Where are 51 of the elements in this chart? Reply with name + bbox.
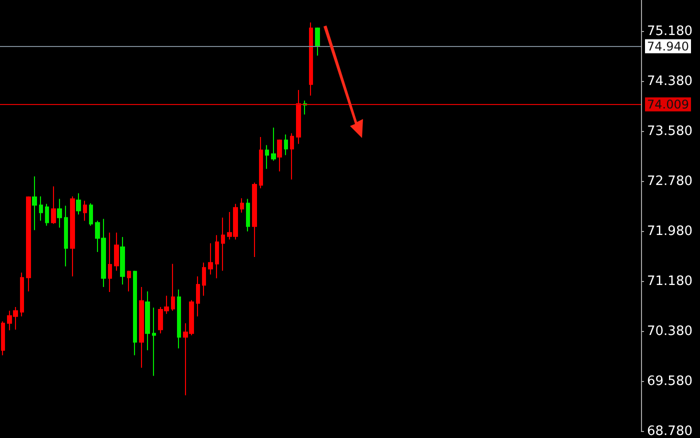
candlestick [265,144,269,170]
candlestick [145,290,150,351]
y-tick-label: 70.380 [647,324,692,339]
candlestick [133,270,137,356]
y-tick-label: 73.580 [647,124,692,139]
candlestick [26,196,31,292]
candlestick [208,242,213,276]
candlestick [246,198,250,232]
candlestick [177,289,181,349]
candlestick [171,263,175,312]
candlestick [51,186,56,224]
candlestick [309,22,313,96]
candlestick [83,200,87,222]
candlestick [284,134,288,156]
candlestick [39,196,43,222]
candlestick [277,138,282,172]
candlestick [202,262,206,296]
candlestick [259,136,263,189]
candlestick [240,198,244,214]
candlestick [20,272,24,317]
candlestick [120,236,125,286]
y-tick-label: 69.580 [647,374,692,389]
y-tick-label: 68.780 [647,424,692,438]
candlestick [89,202,93,226]
candlestick [70,196,75,277]
candlestick [114,232,119,272]
candlestick [127,270,131,292]
candlestick [45,203,49,226]
candlestick [290,132,294,180]
y-tick-label: 71.980 [647,224,692,239]
candlestick [64,205,68,267]
candlestick [152,307,156,376]
candlestick [139,286,144,368]
candlestick [108,232,112,293]
candlestick [315,27,320,56]
ref-line-label: 74.940 [647,39,689,54]
candlestick [296,90,301,144]
candlestick [215,234,219,279]
ref-line-label: 74.009 [647,97,689,112]
candlestick [271,127,276,162]
candlestick [1,320,5,356]
y-tick-label: 72.780 [647,174,692,189]
candlestick [252,182,257,258]
candlestick [196,276,200,317]
y-tick-label: 71.180 [647,274,692,289]
candlestick [221,217,225,272]
y-tick-label: 74.380 [647,74,692,89]
candlestick [57,198,62,228]
y-tick-label: 75.180 [647,24,692,39]
candlestick [32,176,37,231]
candlestick [76,192,81,215]
